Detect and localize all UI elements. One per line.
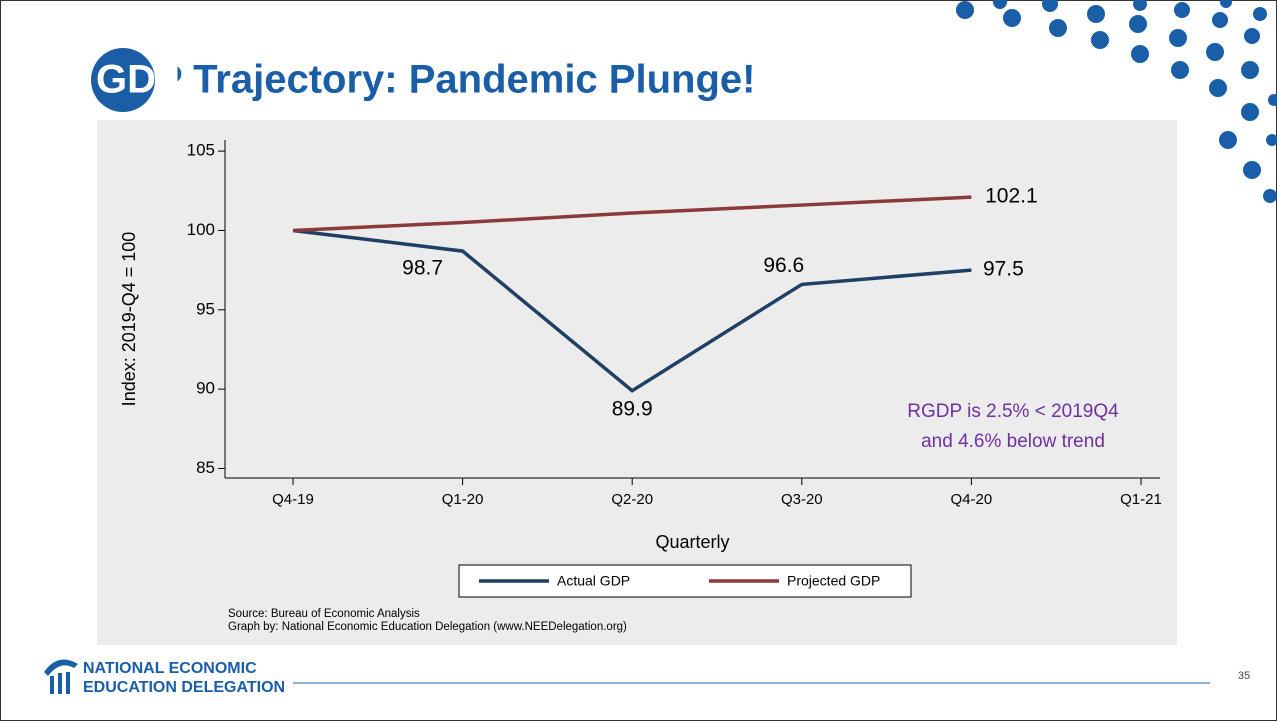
x-tick-label: Q4-19 (272, 491, 314, 508)
x-tick-label: Q1-21 (1120, 491, 1162, 508)
data-label: 96.6 (763, 254, 804, 277)
org-name: NATIONAL ECONOMIC (83, 660, 257, 677)
y-tick-label: 95 (196, 299, 215, 318)
source-note: Graph by: National Economic Education De… (228, 621, 627, 633)
data-label: 98.7 (402, 257, 443, 280)
chart-panel (97, 120, 1177, 645)
series-line (292, 195, 972, 233)
x-tick-label: Q1-20 (442, 491, 484, 508)
series-line (292, 228, 972, 393)
data-label: 89.9 (612, 397, 653, 420)
plot: 85 90 95 100 105 Q4-19 Q1-20 Q2-20 Q3-20 Q4-20 Q1-… (119, 140, 1162, 633)
x-tick-label: Q2-20 (611, 491, 653, 508)
data-label: 97.5 (983, 258, 1024, 281)
annotation: and 4.6% below trend (921, 431, 1105, 452)
legend-label: Projected GDP (787, 573, 880, 589)
org-name: EDUCATION DELEGATION (83, 679, 285, 696)
annotation: RGDP is 2.5% < 2019Q4 (907, 401, 1119, 422)
legend-label: Actual GDP (557, 573, 630, 589)
y-tick-label: 100 (187, 220, 215, 239)
y-tick-label: 85 (196, 458, 215, 477)
title-badge (91, 48, 155, 112)
source-note: Source: Bureau of Economic Analysis (228, 608, 420, 620)
page-number: 35 (1238, 670, 1250, 682)
x-axis-label: Quarterly (655, 532, 729, 552)
y-tick-label: 105 (187, 141, 215, 160)
y-axis-label: Index: 2019-Q4 = 100 (119, 232, 139, 407)
y-tick-label: 90 (196, 379, 215, 398)
footer-logo (44, 659, 78, 694)
x-tick-label: Q3-20 (781, 491, 823, 508)
decor-dots (956, 0, 1277, 203)
x-tick-label: Q4-20 (951, 491, 993, 508)
data-label: 102.1 (985, 185, 1038, 208)
slide-title: GDP Trajectory: Pandemic Plunge! (96, 58, 755, 102)
